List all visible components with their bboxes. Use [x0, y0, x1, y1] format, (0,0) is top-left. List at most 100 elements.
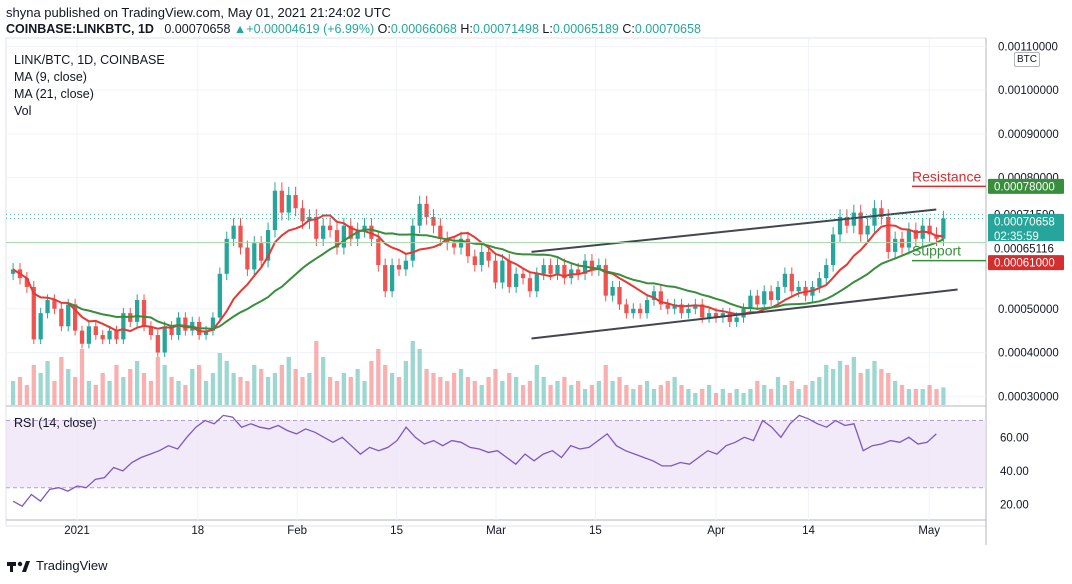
legend-ma9[interactable]: MA (9, close)	[14, 70, 87, 84]
axes: 0.001100000.001000000.000900000.00080000…	[64, 41, 1059, 537]
legend-title: LINK/BTC, 1D, COINBASE	[14, 53, 165, 67]
x-tick-label: 15	[589, 525, 602, 537]
price-badge	[988, 255, 1064, 271]
volume-bar	[913, 389, 918, 405]
candle-body	[562, 265, 567, 279]
volume-bar	[941, 387, 946, 405]
l-label: L:	[542, 22, 553, 36]
volume-bar	[762, 385, 767, 405]
volume-bar	[210, 373, 216, 405]
volume-bar	[245, 381, 250, 405]
volume-bar	[651, 389, 657, 405]
candle-body	[259, 243, 264, 261]
volume-bar	[100, 373, 105, 405]
volume-bar	[445, 381, 450, 405]
candle-body	[596, 265, 601, 270]
volume-bar	[389, 373, 395, 405]
candle-body	[458, 238, 464, 248]
y-tick-label: 0.00030000	[998, 391, 1059, 403]
volume-bar	[844, 365, 850, 405]
volume-bar	[341, 373, 347, 405]
candle-body	[886, 216, 891, 252]
volume-bar	[265, 377, 271, 405]
price-badge-label: 0.00070658	[994, 216, 1055, 228]
volume-bar	[500, 381, 505, 405]
candle-body	[403, 260, 409, 270]
volume-bar	[810, 381, 815, 405]
candle-body	[768, 291, 774, 301]
candle-body	[844, 216, 850, 226]
volume-bar	[706, 385, 712, 405]
open-value: 0.00066068	[390, 22, 457, 36]
candle-body	[327, 225, 333, 231]
volume-bar	[548, 385, 553, 405]
volume-bar	[17, 377, 23, 405]
candles[interactable]	[10, 182, 946, 357]
candle-body	[369, 225, 374, 239]
tradingview-logo[interactable]: TradingView	[6, 558, 108, 573]
x-tick-label: 18	[191, 525, 204, 537]
volume-bar	[748, 389, 753, 405]
volume-bar	[893, 381, 898, 405]
currency-box[interactable]: BTC	[1014, 52, 1040, 67]
volume-bar	[169, 377, 174, 405]
volume-bar	[520, 385, 526, 405]
volume-bar	[410, 341, 415, 405]
volume-bar	[66, 369, 71, 405]
o-label: O:	[377, 22, 391, 36]
volume-bar	[514, 377, 519, 405]
candle-body	[59, 308, 64, 327]
candle-body	[431, 216, 436, 226]
tradingview-logo-icon	[7, 560, 30, 572]
volume-bar	[79, 349, 85, 405]
h-label: H:	[460, 22, 473, 36]
candle-body	[686, 308, 691, 314]
legend-ma21[interactable]: MA (21, close)	[14, 87, 94, 101]
legend-rsi[interactable]: RSI (14, close)	[14, 416, 97, 430]
high-value: 0.00071498	[472, 22, 539, 36]
candle-body	[858, 212, 863, 235]
ohlc-line: COINBASE:LINKBTC, 1D 0.00070658 ▲+0.0000…	[6, 22, 701, 36]
volume-bar	[610, 381, 615, 405]
volume-bar	[569, 385, 574, 405]
candle-body	[507, 260, 512, 287]
candle-body	[775, 286, 781, 301]
volume-bar	[603, 365, 608, 405]
volume-bar	[362, 381, 367, 405]
candle-body	[245, 247, 250, 270]
candle-body	[603, 265, 608, 296]
candle-body	[782, 273, 788, 287]
candle-body	[31, 286, 36, 340]
x-tick-label: 14	[802, 525, 815, 537]
volume-bar	[527, 381, 533, 405]
volume-bar	[458, 369, 464, 405]
volume-bar	[355, 369, 360, 405]
trendlines[interactable]	[531, 208, 958, 340]
volume-bar	[644, 381, 650, 405]
volume-bar	[217, 353, 222, 405]
volume-bar	[672, 377, 677, 405]
volume-bar	[851, 357, 856, 405]
volume-bar	[686, 389, 691, 405]
volume-bar	[128, 369, 133, 405]
candle-body	[617, 286, 622, 305]
moving-averages	[12, 214, 944, 333]
candle-body	[148, 326, 154, 336]
candle-body	[107, 330, 112, 340]
volume-bar	[934, 389, 939, 405]
volume-bar	[734, 389, 739, 405]
candle-body	[893, 238, 898, 252]
close-value: 0.00070658	[634, 22, 701, 36]
candle-body	[10, 269, 16, 274]
volume-bar	[803, 385, 808, 405]
candle-body	[210, 317, 216, 331]
legend-vol[interactable]: Vol	[14, 104, 32, 118]
last-price: 0.00070658	[164, 22, 231, 36]
trendline	[531, 288, 958, 340]
volume-bar	[183, 385, 188, 405]
volume-bar	[679, 385, 684, 405]
candle-body	[445, 238, 450, 244]
candle-body	[789, 273, 794, 292]
candle-body	[224, 238, 229, 274]
